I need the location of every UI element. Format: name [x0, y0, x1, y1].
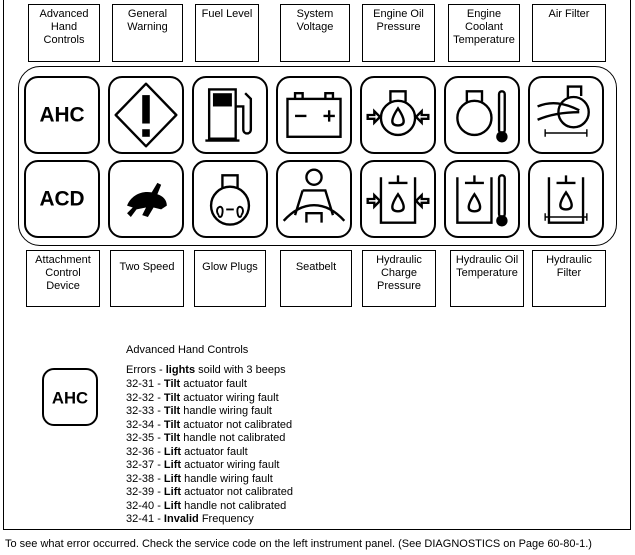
warning-icon — [108, 76, 184, 154]
svg-text:AHC: AHC — [52, 389, 88, 408]
glow-plug-icon — [192, 160, 268, 238]
acd-icon: ACD — [24, 160, 100, 238]
bottom-label: Hydraulic Oil Temperature — [450, 250, 524, 307]
top-label: Fuel Level — [195, 4, 259, 62]
top-label: Engine Coolant Temperature — [448, 4, 520, 62]
coolant-temperature-icon — [444, 76, 520, 154]
error-code-line: 32-39 - Lift actuator not calibrated — [126, 486, 293, 498]
indicator-panel — [18, 66, 617, 246]
frame — [3, 0, 631, 530]
hydraulic-oil-temperature-icon — [444, 160, 520, 238]
top-label: Air Filter — [532, 4, 606, 62]
air-filter-icon — [528, 76, 604, 154]
rabbit-icon — [108, 160, 184, 238]
ahc-legend-icon: AHC — [42, 368, 98, 426]
error-code-line: 32-36 - Lift actuator fault — [126, 445, 248, 458]
bottom-label: Seatbelt — [280, 250, 352, 307]
top-label: Engine Oil Pressure — [362, 4, 435, 62]
top-label: Advanced Hand Controls — [28, 4, 100, 62]
hydraulic-charge-pressure-icon — [360, 160, 436, 238]
error-code-line: 32-32 - Tilt actuator wiring fault — [126, 391, 279, 404]
error-code-line: 32-37 - Lift actuator wiring fault — [126, 459, 280, 471]
top-label: General Warning — [112, 4, 183, 62]
error-code-line: 32-38 - Lift handle wiring fault — [126, 472, 273, 485]
errors-line: Errors - lights soild with 3 beeps — [126, 364, 286, 376]
legend-title: Advanced Hand Controls — [126, 344, 249, 356]
error-code-line: 32-31 - Tilt actuator fault — [126, 378, 247, 390]
bottom-label: Glow Plugs — [194, 250, 266, 307]
engine-oil-pressure-icon — [360, 76, 436, 154]
bottom-label: Attachment Control Device — [26, 250, 100, 307]
ahc-icon: AHC — [24, 76, 100, 154]
error-code-line: 32-34 - Tilt actuator not calibrated — [126, 418, 293, 431]
battery-icon — [276, 76, 352, 154]
caption: To see what error occurred. Check the se… — [5, 538, 592, 550]
hydraulic-filter-icon — [528, 160, 604, 238]
bottom-label: Two Speed — [110, 250, 184, 307]
error-code-line: 32-41 - Invalid Frequency — [126, 513, 254, 525]
bottom-label: Hydraulic Filter — [532, 250, 606, 307]
svg-text:AHC: AHC — [39, 104, 84, 127]
bottom-label: Hydraulic Charge Pressure — [362, 250, 436, 307]
fuel-pump-icon — [192, 76, 268, 154]
error-code-line: 32-35 - Tilt handle not calibrated — [126, 432, 286, 444]
seatbelt-icon — [276, 160, 352, 238]
svg-text:ACD: ACD — [39, 188, 84, 211]
error-code-line: 32-40 - Lift handle not calibrated — [126, 499, 287, 512]
top-label: System Voltage — [280, 4, 350, 62]
error-code-line: 32-33 - Tilt handle wiring fault — [126, 405, 272, 417]
